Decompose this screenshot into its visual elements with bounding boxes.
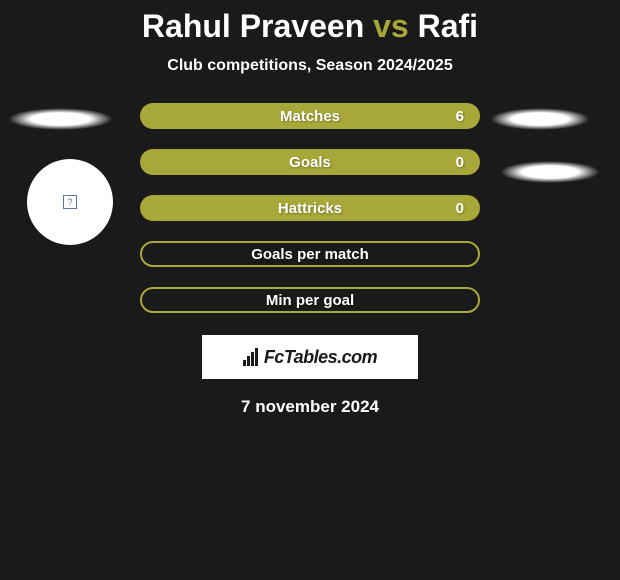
stat-label: Matches [280,108,340,125]
branding-logo[interactable]: FcTables.com [202,335,418,379]
stat-row-hattricks: Hattricks 0 [140,195,480,221]
avatar-placeholder-icon: ? [63,195,77,209]
stat-value: 0 [456,200,464,217]
stat-row-min-per-goal: Min per goal [140,287,480,313]
page-title: Rahul Praveen vs Rafi [0,8,620,45]
stat-value: 6 [456,108,464,125]
stat-rows: Matches 6 Goals 0 Hattricks 0 Goals per … [140,103,480,313]
chart-bars-icon [243,348,258,366]
stat-label: Min per goal [266,292,354,309]
decorative-shadow [500,161,600,183]
player2-name: Rafi [418,8,478,44]
stat-value: 0 [456,154,464,171]
stat-label: Goals [289,154,331,171]
stat-label: Goals per match [251,246,369,263]
stat-label: Hattricks [278,200,342,217]
vs-text: vs [373,8,409,44]
stat-row-goals: Goals 0 [140,149,480,175]
stat-row-goals-per-match: Goals per match [140,241,480,267]
subtitle: Club competitions, Season 2024/2025 [0,57,620,75]
logo-text: FcTables.com [264,347,377,368]
stats-area: ? Matches 6 Goals 0 Hattricks 0 Goals pe… [0,103,620,313]
comparison-widget: Rahul Praveen vs Rafi Club competitions,… [0,0,620,417]
decorative-shadow [8,108,113,130]
stat-row-matches: Matches 6 [140,103,480,129]
player-avatar: ? [27,159,113,245]
decorative-shadow [490,108,590,130]
player1-name: Rahul Praveen [142,8,364,44]
date-text: 7 november 2024 [0,397,620,417]
